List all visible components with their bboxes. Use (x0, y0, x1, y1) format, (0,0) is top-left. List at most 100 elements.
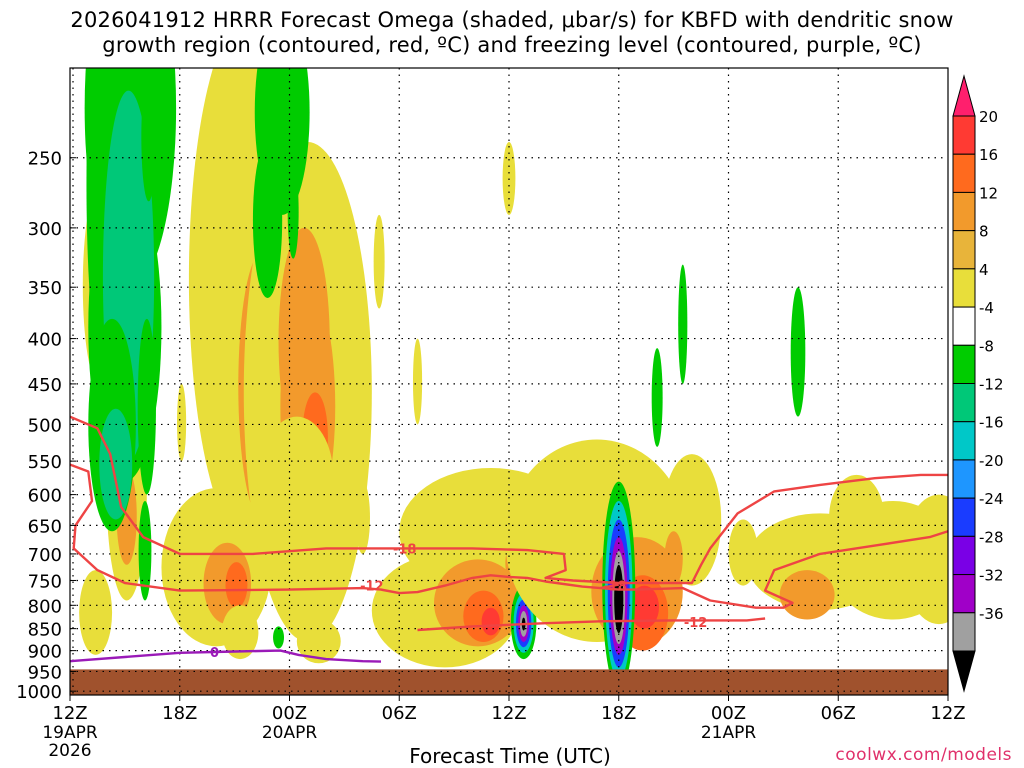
x-tick-label-6: 00Z (711, 703, 746, 724)
omega-region-60 (664, 531, 683, 586)
dendritic-contour-3 (600, 583, 620, 590)
dendritic-label-0: -12 (360, 580, 384, 595)
dendritic-label-2: -12 (684, 616, 708, 631)
omega-region-10 (141, 71, 156, 202)
colorbar-label-1: 16 (979, 146, 998, 164)
colorbar-swatch-8 (952, 421, 976, 461)
colorbar-label-4: 4 (979, 261, 989, 279)
colorbar-swatch-5 (952, 306, 976, 346)
colorbar-label-8: -16 (979, 414, 1004, 432)
dendritic-contour-0 (70, 463, 948, 609)
contours (70, 415, 948, 663)
dendritic-contour-2 (417, 617, 766, 632)
x-tick-sublabel-2: 20APR (262, 723, 318, 743)
x-tick-label-1: 18Z (162, 703, 197, 724)
omega-region-64 (790, 287, 806, 417)
x-tick-year-0: 2026 (48, 741, 91, 761)
colorbar-label-10: -24 (979, 490, 1004, 508)
y-axis: 2503003504004505005506006507007508008509… (16, 149, 76, 703)
colorbar-swatch-2 (952, 191, 976, 232)
colorbar-label-12: -32 (979, 567, 1004, 585)
x-tick-label-0: 12Z (52, 703, 87, 724)
omega-region-28 (252, 142, 283, 299)
omega-region-40 (481, 607, 500, 636)
colorbar-label-3: 8 (979, 223, 989, 241)
y-tick-label-750: 750 (28, 571, 62, 592)
colorbar: 20 16 12 8 4 -4 -8 -12 -16 -20 -24 -28 -32 -36 (952, 74, 1004, 693)
y-tick-label-300: 300 (28, 219, 62, 240)
y-tick-label-450: 450 (28, 375, 62, 396)
x-tick-label-8: 12Z (930, 703, 965, 724)
colorbar-swatch-12 (952, 574, 976, 614)
y-tick-label-250: 250 (28, 149, 62, 170)
y-tick-label-500: 500 (28, 415, 62, 436)
colorbar-label-7: -12 (979, 376, 1004, 394)
omega-region-62 (678, 264, 688, 384)
colorbar-swatch-7 (952, 383, 976, 423)
omega-shading (79, 68, 948, 692)
colorbar-swatch-3 (952, 230, 976, 270)
omega-region-67 (902, 494, 948, 625)
colorbar-swatch-10 (952, 497, 976, 537)
y-tick-label-800: 800 (28, 596, 62, 617)
omega-region-19 (221, 605, 259, 660)
freezing-level-contour-0 (70, 649, 382, 663)
omega-region-25 (296, 619, 341, 664)
omega-region-13 (177, 383, 187, 462)
y-tick-label-600: 600 (28, 486, 62, 507)
colorbar-label-5: -4 (979, 299, 994, 317)
omega-region-69 (829, 474, 884, 560)
omega-region-33 (355, 481, 370, 554)
dendritic-label-1: -18 (393, 542, 417, 557)
freezing-level-label-0: 0 (210, 646, 219, 661)
omega-region-24 (260, 416, 334, 538)
y-tick-label-900: 900 (28, 642, 62, 663)
credit-text: coolwx.com/models (835, 745, 1012, 765)
omega-region-11 (137, 318, 156, 495)
x-tick-sublabel-0: 19APR (42, 723, 98, 743)
colorbar-label-11: -28 (979, 528, 1004, 546)
y-tick-label-350: 350 (28, 278, 62, 299)
colorbar-label-9: -20 (979, 452, 1004, 470)
y-tick-label-950: 950 (28, 662, 62, 683)
x-tick-label-7: 06Z (821, 703, 856, 724)
chart-title-line1: 2026041912 HRRR Forecast Omega (shaded, … (70, 8, 954, 32)
x-tick-label-3: 06Z (382, 703, 417, 724)
y-tick-label-400: 400 (28, 330, 62, 351)
omega-region-30 (287, 165, 299, 259)
grid (70, 68, 948, 695)
dendritic-label-3: -18 (603, 580, 627, 595)
x-axis-title: Forecast Time (UTC) (409, 744, 611, 768)
omega-region-35 (502, 142, 516, 215)
colorbar-swatch-4 (952, 268, 976, 308)
omega-region-26 (273, 626, 285, 649)
omega-region-9 (99, 408, 133, 520)
chart-title-line2: growth region (contoured, red, ºC) and f… (102, 33, 922, 57)
omega-region-16 (225, 562, 248, 608)
omega-region-68 (779, 570, 835, 620)
colorbar-swatch-1 (952, 153, 976, 193)
omega-region-1 (79, 570, 113, 655)
contour-labels: -12 -18 -12 -18 0 (210, 542, 708, 661)
colorbar-arrow-top (952, 74, 976, 117)
omega-region-29 (223, 165, 239, 282)
omega-region-32 (412, 338, 423, 425)
y-tick-label-550: 550 (28, 452, 62, 473)
x-tick-label-4: 12Z (491, 703, 526, 724)
colorbar-swatch-6 (952, 344, 976, 384)
x-tick-label-2: 00Z (272, 703, 307, 724)
colorbar-swatch-9 (952, 459, 976, 499)
y-tick-label-700: 700 (28, 545, 62, 566)
colorbar-swatch-11 (952, 535, 976, 576)
colorbar-label-13: -36 (979, 605, 1004, 623)
y-tick-label-650: 650 (28, 516, 62, 537)
colorbar-arrow-bottom (952, 650, 976, 693)
y-tick-label-850: 850 (28, 620, 62, 641)
colorbar-label-0: 20 (979, 108, 998, 126)
colorbar-swatch-13 (952, 612, 976, 652)
colorbar-swatch-0 (952, 115, 976, 155)
omega-region-63 (651, 348, 663, 447)
dendritic-contour-1 (70, 415, 948, 585)
